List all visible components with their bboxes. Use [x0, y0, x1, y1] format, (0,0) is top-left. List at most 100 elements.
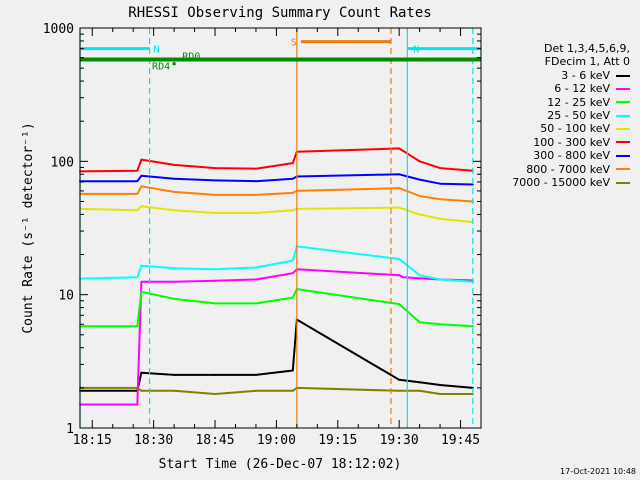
series-point: [136, 276, 139, 279]
series-point: [214, 179, 217, 182]
legend-swatch: [616, 87, 630, 90]
x-tick-label: 19:30: [380, 433, 419, 448]
series-point: [173, 209, 176, 212]
series-point: [140, 389, 143, 392]
legend-label: 800 - 7000 keV: [526, 162, 610, 176]
series-point: [471, 325, 474, 328]
series-point: [214, 167, 217, 170]
series-line: [80, 173, 473, 186]
y-tick-label: 1000: [43, 22, 74, 37]
legend-item: 100 - 300 keV: [512, 136, 630, 149]
series-line: [79, 205, 473, 224]
x-tick-label: 19:15: [318, 433, 357, 448]
legend-item: 6 - 12 keV: [512, 82, 630, 95]
series-point: [291, 389, 294, 392]
series-point: [136, 180, 139, 183]
annotation-point: [172, 62, 176, 66]
series-point: [398, 389, 401, 392]
series-point: [173, 163, 176, 166]
series-point: [398, 173, 401, 176]
series-point: [136, 403, 139, 406]
series-point: [398, 258, 401, 261]
series-point: [439, 392, 442, 395]
series-point: [398, 206, 401, 209]
series-point: [398, 187, 401, 190]
x-tick-label: 19:45: [441, 433, 480, 448]
series-point: [140, 185, 143, 188]
series-point: [140, 290, 143, 293]
series-point: [418, 321, 421, 324]
chart-legend: Det 1,3,4,5,6,9, FDecim 1, Att 0 3 - 6 k…: [512, 42, 630, 189]
chart-title: RHESSI Observing Summary Count Rates: [128, 5, 431, 21]
legend-label: 300 - 800 keV: [533, 149, 610, 163]
series-point: [136, 386, 139, 389]
series-point: [418, 381, 421, 384]
series-point: [136, 192, 139, 195]
x-tick-label: 18:45: [195, 433, 234, 448]
legend-item: 3 - 6 keV: [512, 69, 630, 82]
series-point: [402, 276, 405, 279]
series-point: [439, 278, 442, 281]
legend-label: 7000 - 15000 keV: [512, 175, 610, 189]
series-line: [79, 147, 473, 173]
series-point: [439, 182, 442, 185]
series-point: [291, 259, 294, 262]
series-point: [254, 373, 257, 376]
legend-swatch: [616, 101, 630, 104]
legend-item: 50 - 100 keV: [512, 122, 630, 135]
legend-item: 25 - 50 keV: [512, 109, 630, 122]
series-line: [80, 386, 473, 395]
x-tick-label: 19:00: [257, 433, 296, 448]
legend-swatch: [616, 168, 630, 171]
series-point: [439, 217, 442, 220]
series-point: [398, 274, 401, 277]
y-tick-label: 10: [58, 289, 74, 304]
series-point: [214, 392, 217, 395]
annotation-label: RD4: [152, 62, 170, 73]
series-point: [254, 278, 257, 281]
legend-label: 3 - 6 keV: [561, 68, 610, 82]
legend-header-line-1: Det 1,3,4,5,6,9,: [543, 42, 630, 55]
legend-swatch: [616, 128, 630, 131]
annotation-label: RD0: [182, 52, 200, 63]
series-point: [398, 303, 401, 306]
series-point: [173, 297, 176, 300]
series-point: [136, 209, 139, 212]
series-point: [173, 389, 176, 392]
plot-frame: [79, 27, 482, 429]
series-point: [398, 378, 401, 381]
series-point: [214, 279, 217, 282]
legend-header-line-2: FDecim 1, Att 0: [544, 55, 630, 69]
series-point: [214, 302, 217, 305]
series-point: [173, 267, 176, 270]
legend-label: 12 - 25 keV: [547, 95, 610, 109]
series-point: [136, 325, 139, 328]
series-line: [80, 288, 473, 328]
series-point: [173, 177, 176, 180]
series-point: [214, 373, 217, 376]
series-point: [140, 174, 143, 177]
render-timestamp: 17-Oct-2021 10:48: [560, 467, 636, 476]
series-point: [140, 264, 143, 267]
x-tick-label: 18:30: [134, 433, 173, 448]
series-point: [291, 191, 294, 194]
series-point: [418, 178, 421, 181]
series-point: [439, 167, 442, 170]
series-point: [291, 296, 294, 299]
series-point: [214, 268, 217, 271]
legend-swatch: [616, 74, 630, 77]
series-point: [173, 280, 176, 283]
series-point: [254, 266, 257, 269]
annotation-label: S: [291, 38, 297, 49]
series-point: [140, 205, 143, 208]
legend-swatch: [616, 114, 630, 117]
legend-item: 12 - 25 keV: [512, 96, 630, 109]
legend-item: 800 - 7000 keV: [512, 163, 630, 176]
y-tick-label: 100: [51, 155, 74, 170]
legend-item: 7000 - 15000 keV: [512, 176, 630, 189]
series-line: [80, 318, 473, 392]
legend-label: 100 - 300 keV: [533, 135, 610, 149]
series-point: [291, 272, 294, 275]
series-point: [439, 323, 442, 326]
